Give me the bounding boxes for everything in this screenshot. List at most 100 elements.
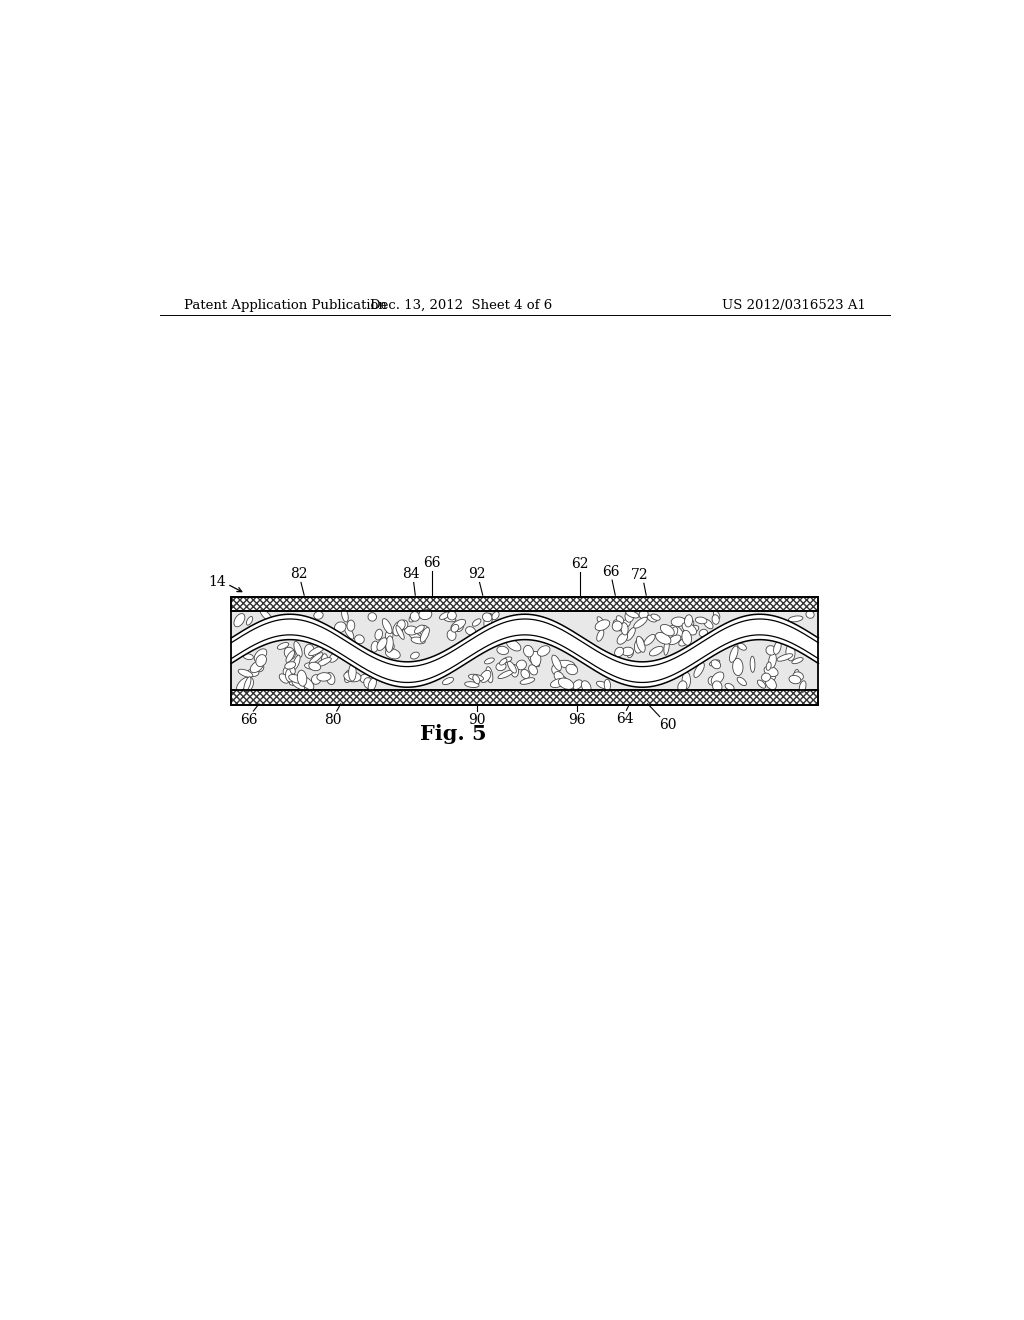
Ellipse shape <box>664 639 670 655</box>
Ellipse shape <box>393 622 403 636</box>
Ellipse shape <box>497 647 509 655</box>
Ellipse shape <box>669 635 681 644</box>
Ellipse shape <box>644 635 655 645</box>
Ellipse shape <box>290 667 295 675</box>
Ellipse shape <box>595 620 609 631</box>
Ellipse shape <box>725 684 734 690</box>
Bar <box>231 597 818 611</box>
Text: US 2012/0316523 A1: US 2012/0316523 A1 <box>722 300 866 312</box>
Ellipse shape <box>247 616 253 626</box>
Ellipse shape <box>300 676 314 689</box>
Ellipse shape <box>626 611 639 618</box>
Ellipse shape <box>480 671 490 682</box>
Ellipse shape <box>344 672 361 682</box>
Ellipse shape <box>516 660 526 669</box>
Ellipse shape <box>256 655 266 667</box>
Ellipse shape <box>554 672 564 682</box>
Text: 60: 60 <box>658 718 677 733</box>
Ellipse shape <box>500 659 507 665</box>
Text: 84: 84 <box>401 566 420 581</box>
Text: 66: 66 <box>423 556 440 570</box>
Ellipse shape <box>411 652 419 659</box>
Ellipse shape <box>523 645 534 657</box>
Ellipse shape <box>806 611 814 618</box>
Ellipse shape <box>681 618 694 628</box>
Ellipse shape <box>678 681 687 692</box>
Ellipse shape <box>473 675 480 684</box>
Ellipse shape <box>244 677 251 692</box>
Ellipse shape <box>552 664 560 675</box>
Ellipse shape <box>444 616 456 622</box>
Ellipse shape <box>792 657 803 664</box>
Ellipse shape <box>615 620 631 631</box>
Ellipse shape <box>682 623 696 635</box>
Ellipse shape <box>527 653 540 667</box>
Ellipse shape <box>628 649 634 657</box>
Ellipse shape <box>538 645 550 656</box>
Ellipse shape <box>558 678 573 689</box>
Ellipse shape <box>385 631 393 640</box>
Ellipse shape <box>582 681 591 693</box>
Ellipse shape <box>233 614 245 627</box>
Ellipse shape <box>482 612 492 622</box>
Ellipse shape <box>344 624 353 639</box>
Ellipse shape <box>411 611 420 622</box>
Ellipse shape <box>285 661 296 669</box>
Text: 72: 72 <box>631 568 648 582</box>
Ellipse shape <box>655 632 671 644</box>
Ellipse shape <box>484 657 495 664</box>
Ellipse shape <box>386 636 393 652</box>
Ellipse shape <box>671 627 678 636</box>
Ellipse shape <box>597 630 604 642</box>
Ellipse shape <box>651 614 660 620</box>
Ellipse shape <box>498 671 514 678</box>
Ellipse shape <box>709 677 716 685</box>
Ellipse shape <box>551 678 565 688</box>
Ellipse shape <box>768 675 775 682</box>
Ellipse shape <box>604 680 610 690</box>
Ellipse shape <box>296 680 310 686</box>
Ellipse shape <box>286 669 294 682</box>
Ellipse shape <box>558 660 574 668</box>
Ellipse shape <box>566 664 578 675</box>
Ellipse shape <box>244 653 253 660</box>
Ellipse shape <box>637 636 645 652</box>
Ellipse shape <box>622 647 634 656</box>
Ellipse shape <box>335 622 346 632</box>
Ellipse shape <box>684 615 692 627</box>
Text: 66: 66 <box>240 713 257 726</box>
Ellipse shape <box>347 620 354 631</box>
Ellipse shape <box>396 626 404 639</box>
Ellipse shape <box>737 677 746 685</box>
Ellipse shape <box>635 638 644 653</box>
Ellipse shape <box>733 659 743 676</box>
Ellipse shape <box>243 677 254 692</box>
Text: Dec. 13, 2012  Sheet 4 of 6: Dec. 13, 2012 Sheet 4 of 6 <box>371 300 552 312</box>
Ellipse shape <box>799 681 806 693</box>
Ellipse shape <box>686 624 695 632</box>
Ellipse shape <box>368 676 374 692</box>
Text: 80: 80 <box>324 713 341 726</box>
Ellipse shape <box>773 642 781 655</box>
Ellipse shape <box>508 661 516 673</box>
Ellipse shape <box>382 619 392 634</box>
Ellipse shape <box>710 660 720 665</box>
Ellipse shape <box>317 657 332 667</box>
Ellipse shape <box>682 630 691 645</box>
Ellipse shape <box>409 631 424 643</box>
Ellipse shape <box>558 676 566 685</box>
Ellipse shape <box>627 627 635 640</box>
Ellipse shape <box>703 619 713 628</box>
Ellipse shape <box>442 677 454 685</box>
Ellipse shape <box>679 639 688 645</box>
Ellipse shape <box>415 626 424 634</box>
Ellipse shape <box>484 614 493 628</box>
Ellipse shape <box>469 675 483 681</box>
Ellipse shape <box>670 626 683 638</box>
Text: Fig. 5: Fig. 5 <box>420 725 486 744</box>
Ellipse shape <box>528 665 538 675</box>
Ellipse shape <box>385 643 394 651</box>
Ellipse shape <box>711 660 721 669</box>
Ellipse shape <box>377 638 387 651</box>
Text: Patent Application Publication: Patent Application Publication <box>183 300 386 312</box>
